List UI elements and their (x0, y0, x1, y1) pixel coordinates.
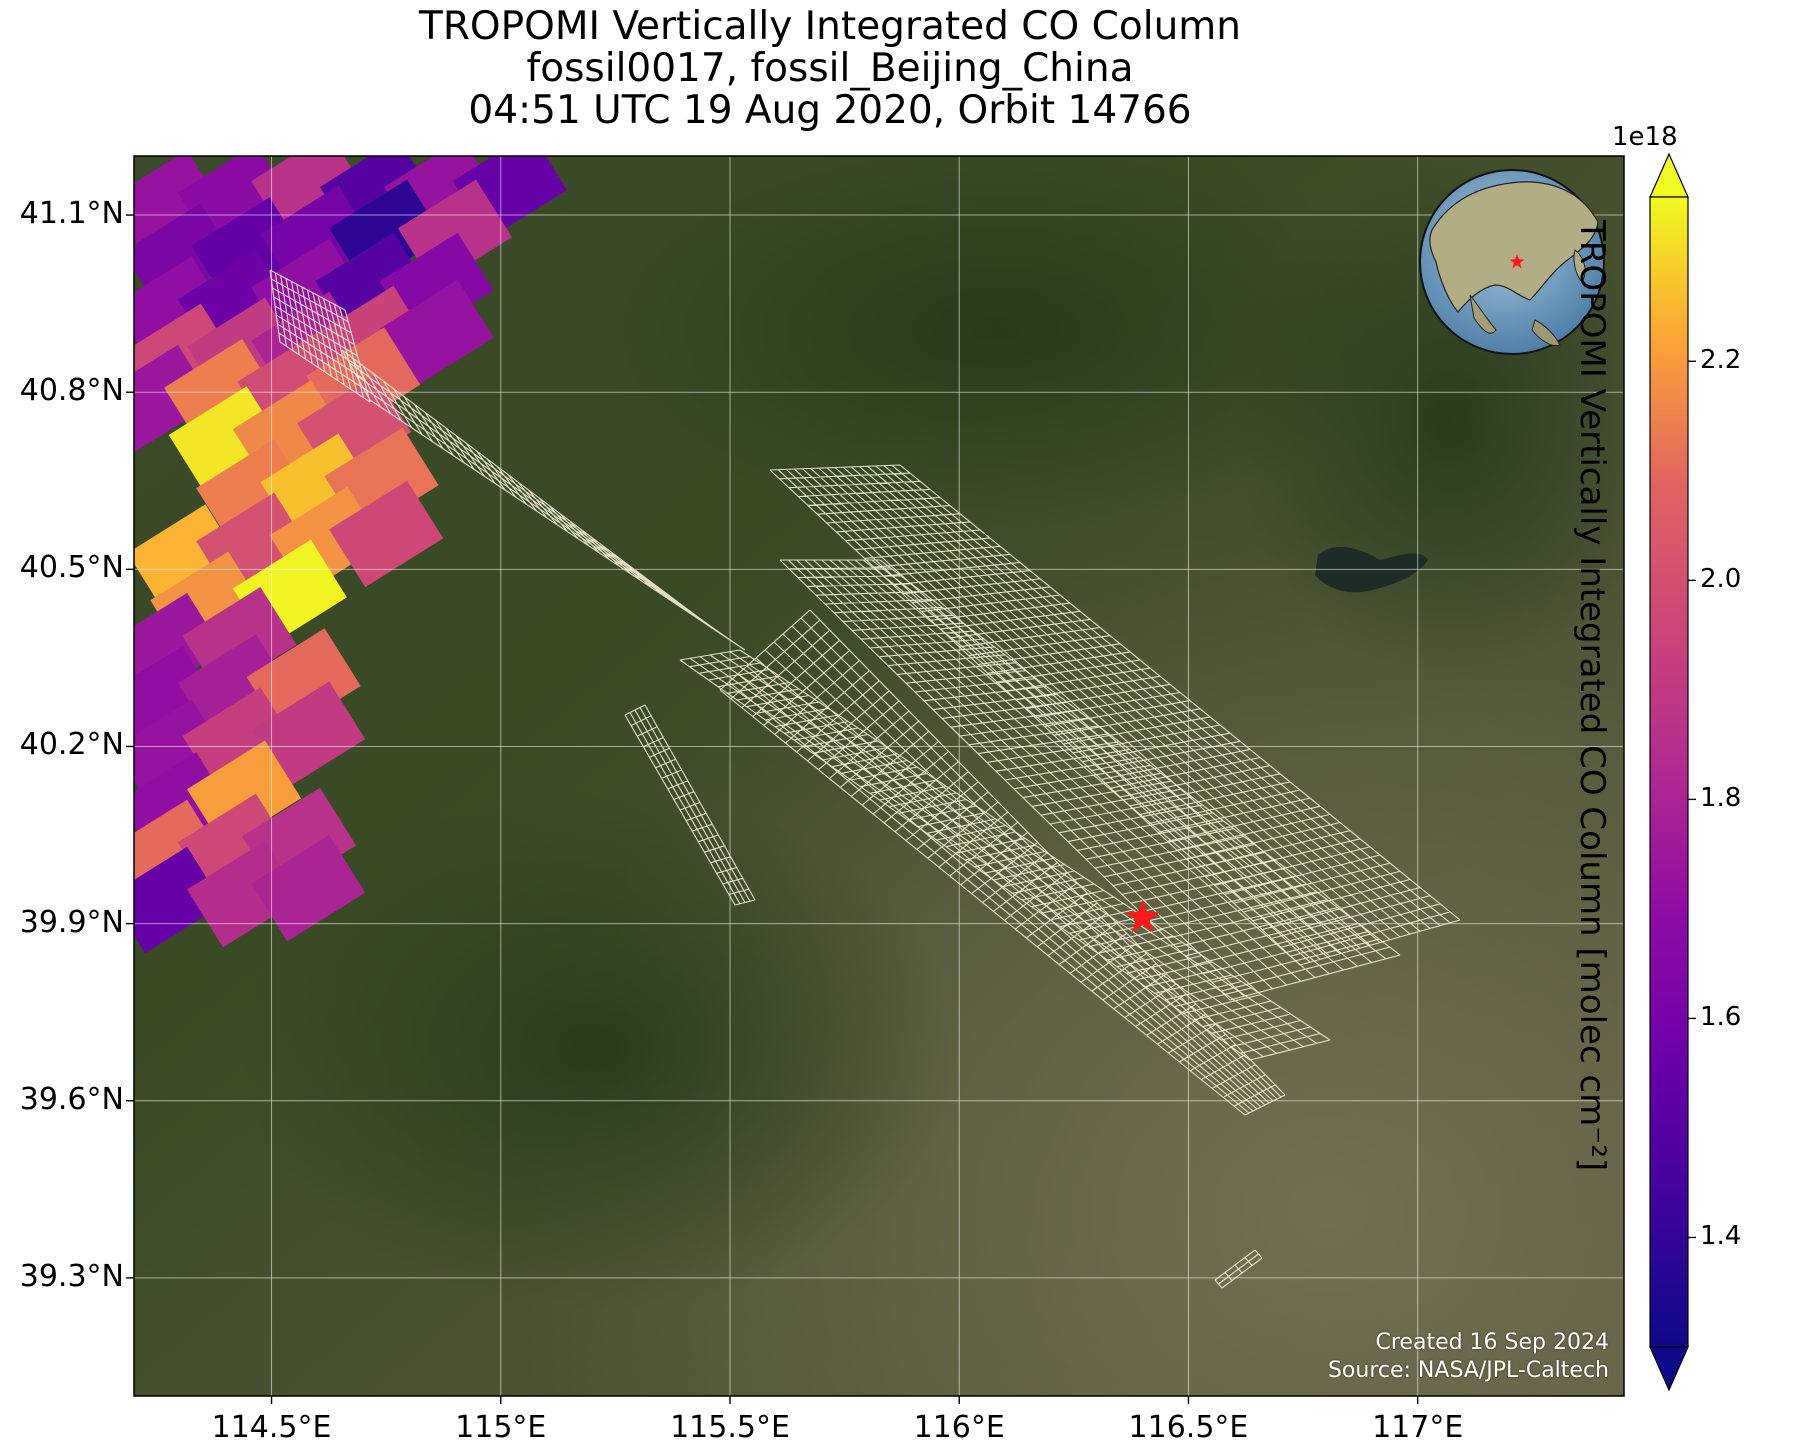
footprint-grid (719, 609, 1286, 1116)
y-tick-label: 39.3°N (19, 1258, 124, 1294)
x-tick-label: 116°E (913, 1410, 1005, 1445)
x-tick-label: 116.5°E (1128, 1410, 1249, 1445)
credit-created: Created 16 Sep 2024 (1375, 1330, 1610, 1355)
colorbar-tick-label: 1.8 (1700, 783, 1742, 814)
co-pixel (260, 433, 375, 540)
colorbar-gradient (1649, 196, 1689, 1348)
colorbar (1649, 152, 1696, 1392)
co-pixel (187, 840, 302, 948)
title-line-3: 04:51 UTC 19 Aug 2020, Orbit 14766 (468, 88, 1192, 133)
credit-source: Source: NASA/JPL-Caltech (1327, 1358, 1609, 1383)
co-pixel (246, 628, 361, 735)
co-pixel (177, 634, 292, 741)
x-tick-label: 117°E (1372, 1410, 1464, 1445)
y-tick-label: 40.2°N (19, 727, 124, 763)
colorbar-extend-min (1649, 1346, 1689, 1392)
target-star-icon (1125, 899, 1160, 933)
x-tick-label: 115.5°E (670, 1410, 790, 1445)
footprint-grid (779, 559, 1401, 1001)
colorbar-label: TROPOMI Vertically Integrated CO Column … (1572, 220, 1612, 1172)
globe-land (1531, 319, 1561, 347)
x-tick-label: 114.5°E (211, 1410, 332, 1445)
co-pixel (177, 793, 292, 901)
colorbar-tick-label: 2.2 (1700, 345, 1742, 376)
footprint-grid (269, 269, 371, 403)
inset-globe (1419, 169, 1605, 355)
footprint-grid (1214, 1249, 1263, 1289)
colorbar-exponent: 1e18 (1612, 122, 1678, 152)
co-pixel (134, 846, 224, 954)
y-tick-label: 40.5°N (19, 550, 124, 586)
inset-target-star-icon (1509, 254, 1525, 269)
title-line-2: fossil0017, fossil_Beijing_China (526, 46, 1134, 91)
y-tick-label: 39.6°N (19, 1081, 124, 1117)
colorbar-tick-label: 1.6 (1700, 1002, 1742, 1033)
co-pixel (315, 232, 430, 340)
co-pixel (251, 681, 366, 788)
y-tick-label: 41.1°N (19, 196, 124, 232)
title-line-1: TROPOMI Vertically Integrated CO Column (419, 4, 1241, 49)
axis-ticks (126, 214, 1419, 1404)
colorbar-extend-max (1649, 152, 1689, 198)
co-pixel (251, 835, 366, 942)
globe-land (1469, 294, 1497, 334)
footprint-grid (769, 464, 1461, 966)
x-tick-label: 115°E (455, 1410, 547, 1445)
y-tick-label: 40.8°N (19, 373, 124, 409)
colorbar-ticks (1688, 360, 1696, 1239)
colorbar-tick-label: 2.0 (1700, 564, 1742, 595)
target-layer (1125, 899, 1160, 933)
co-pixel (329, 480, 444, 588)
co-pixel (168, 386, 283, 493)
footprint-grid (624, 704, 756, 906)
co-pixel (196, 439, 311, 546)
mountain-shading (580, 156, 1420, 530)
globe-land (1573, 249, 1586, 283)
colorbar-tick-label: 1.4 (1700, 1221, 1742, 1252)
map-frame (133, 155, 1625, 1397)
mountain-shading (240, 790, 960, 1310)
footprint-mesh (269, 269, 1461, 1289)
footprint-grid (341, 349, 746, 651)
co-pixel-layer (134, 156, 567, 954)
y-tick-label: 39.9°N (19, 904, 124, 940)
map-area (134, 156, 1624, 1396)
co-pixel (379, 279, 494, 387)
globe-land (1429, 181, 1599, 313)
co-pixel (182, 687, 297, 794)
